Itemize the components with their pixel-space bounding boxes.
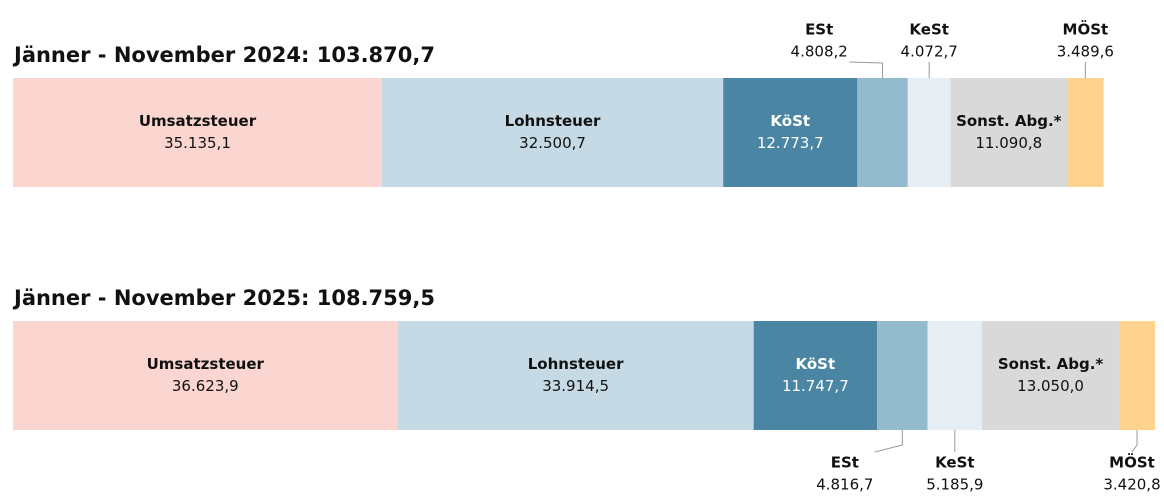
chart-title: Jänner - November 2025: 108.759,5 bbox=[12, 286, 435, 310]
bar-segment bbox=[753, 321, 878, 430]
segment-label: KeSt bbox=[935, 454, 975, 472]
bar-segment bbox=[982, 321, 1120, 430]
bar-segment bbox=[857, 78, 908, 187]
segment-label: MÖSt bbox=[1063, 20, 1109, 39]
segment-label: KöSt bbox=[796, 355, 836, 373]
segment-label: Lohnsteuer bbox=[528, 355, 624, 373]
value-label: 5.185,9 bbox=[926, 476, 983, 494]
value-label: 12.773,7 bbox=[757, 134, 824, 152]
value-label: 3.420,8 bbox=[1103, 476, 1160, 494]
value-label: 35.135,1 bbox=[164, 134, 231, 152]
bar-segment bbox=[723, 78, 858, 187]
bar-segment bbox=[1067, 78, 1104, 187]
segment-label: Umsatzsteuer bbox=[139, 112, 257, 130]
bar-segment bbox=[397, 321, 754, 430]
bar-segment bbox=[907, 78, 951, 187]
value-label: 4.808,2 bbox=[791, 43, 848, 61]
leader-line bbox=[849, 61, 884, 78]
value-label: 13.050,0 bbox=[1017, 377, 1084, 395]
bar-segment bbox=[13, 78, 382, 187]
segment-label: KöSt bbox=[770, 112, 810, 130]
bar-segment bbox=[1119, 321, 1155, 430]
value-label: 11.747,7 bbox=[782, 377, 849, 395]
segment-label: Sonst. Abg.* bbox=[956, 112, 1062, 130]
segment-label: Lohnsteuer bbox=[505, 112, 601, 130]
segment-label: ESt bbox=[805, 21, 833, 39]
bar-segment bbox=[950, 78, 1068, 187]
segment-label: MÖSt bbox=[1109, 453, 1155, 472]
bar-segment bbox=[877, 321, 928, 430]
value-label: 36.623,9 bbox=[172, 377, 239, 395]
leader-line bbox=[874, 430, 903, 453]
value-label: 4.072,7 bbox=[901, 43, 958, 61]
bar-segment bbox=[381, 78, 724, 187]
segment-label: Sonst. Abg.* bbox=[998, 355, 1104, 373]
chart-title: Jänner - November 2024: 103.870,7 bbox=[12, 43, 435, 67]
leader-line bbox=[1131, 430, 1138, 453]
bar-segment bbox=[13, 321, 398, 430]
bar-segment bbox=[927, 321, 983, 430]
value-label: 4.816,7 bbox=[816, 476, 873, 494]
segment-label: Umsatzsteuer bbox=[147, 355, 265, 373]
segment-label: KeSt bbox=[909, 21, 949, 39]
value-label: 11.090,8 bbox=[975, 134, 1042, 152]
value-label: 33.914,5 bbox=[542, 377, 609, 395]
segment-label: ESt bbox=[831, 454, 859, 472]
value-label: 3.489,6 bbox=[1057, 43, 1114, 61]
value-label: 32.500,7 bbox=[519, 134, 586, 152]
